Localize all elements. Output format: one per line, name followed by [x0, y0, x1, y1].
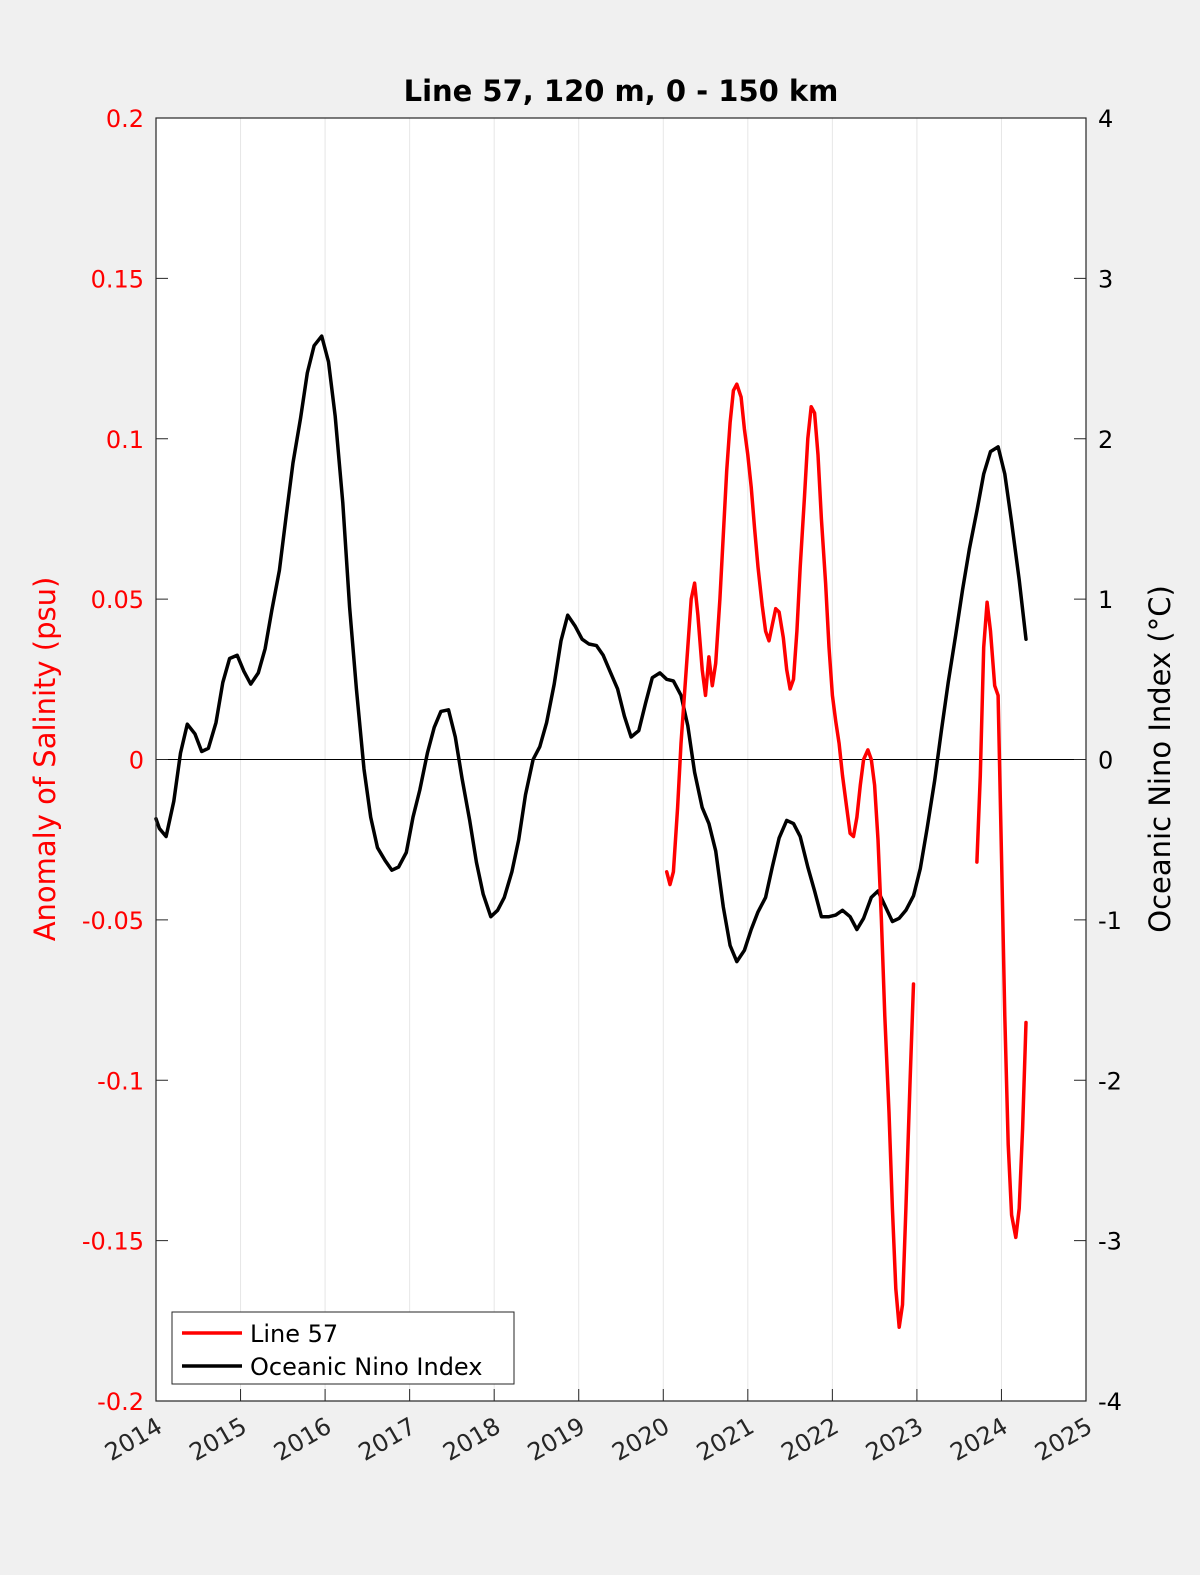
x-tick-label: 2019	[523, 1412, 590, 1467]
left-tick-label: -0.05	[82, 907, 144, 935]
left-axis: 0.2 0.15 0.1 0.05 0 -0.05 -0.1 -0.15 -0.2	[82, 105, 168, 1416]
x-tick-label: 2024	[946, 1412, 1013, 1467]
legend-label-line57: Line 57	[250, 1320, 338, 1348]
x-tick-label: 2023	[861, 1412, 928, 1467]
x-tick-label: 2016	[269, 1412, 336, 1467]
right-tick-label: -4	[1098, 1388, 1122, 1416]
left-tick-label: 0.2	[106, 105, 144, 133]
right-tick-label: -3	[1098, 1228, 1122, 1256]
left-tick-label: -0.1	[97, 1067, 144, 1095]
left-axis-label: Anomaly of Salinity (psu)	[28, 577, 62, 942]
right-tick-label: -1	[1098, 907, 1122, 935]
left-tick-label: -0.15	[82, 1228, 144, 1256]
right-axis: 4 3 2 1 0 -1 -2 -3 -4	[1074, 105, 1122, 1416]
right-tick-label: 3	[1098, 265, 1113, 293]
series-line-line57-segment-1	[664, 382, 916, 1329]
legend: Line 57 Oceanic Nino Index	[171, 1311, 515, 1385]
left-tick-label: 0.15	[91, 265, 144, 293]
x-tick-label: 2021	[692, 1412, 759, 1467]
right-tick-label: 2	[1098, 426, 1113, 454]
right-tick-label: 0	[1098, 747, 1113, 775]
right-tick-label: 4	[1098, 105, 1113, 133]
chart-title: Line 57, 120 m, 0 - 150 km	[404, 74, 839, 108]
x-tick-label: 2022	[776, 1412, 843, 1467]
x-tick-label: 2015	[185, 1412, 252, 1467]
right-tick-label: -2	[1098, 1067, 1122, 1095]
left-tick-label: 0.05	[91, 586, 144, 614]
legend-label-oni: Oceanic Nino Index	[250, 1353, 482, 1381]
series-line-line57-segment-2	[975, 600, 1028, 1240]
left-tick-label: -0.2	[97, 1388, 144, 1416]
right-tick-label: 1	[1098, 586, 1113, 614]
x-tick-label: 2018	[438, 1412, 505, 1467]
x-tick-label: 2025	[1030, 1412, 1097, 1467]
x-tick-label: 2017	[354, 1412, 421, 1467]
left-tick-label: 0	[129, 747, 144, 775]
x-tick-label: 2020	[607, 1412, 674, 1467]
right-axis-label: Oceanic Nino Index (°C)	[1143, 585, 1177, 933]
left-tick-label: 0.1	[106, 426, 144, 454]
series-layer	[154, 334, 1028, 1329]
legend-box	[171, 1311, 515, 1385]
x-tick-label: 2014	[100, 1412, 167, 1467]
